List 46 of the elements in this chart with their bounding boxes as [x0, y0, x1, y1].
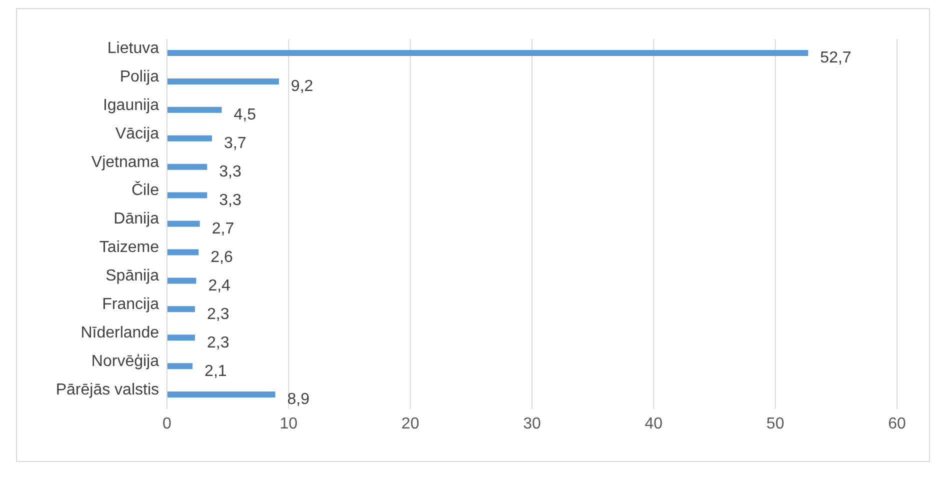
bar [167, 106, 222, 113]
data-label: 3,3 [219, 164, 242, 181]
data-label: 52,7 [820, 50, 852, 67]
y-tick-label: Spānija [106, 268, 160, 285]
x-tick-label: 0 [162, 415, 172, 432]
bar [167, 363, 193, 370]
bar [167, 164, 208, 170]
bar [167, 220, 200, 227]
bar [167, 334, 195, 341]
bar [167, 306, 195, 312]
x-tick-label: 40 [644, 415, 663, 432]
y-tick-label: Nīderlande [80, 324, 160, 342]
y-tick-label: Vjetnama [91, 154, 160, 171]
data-label: 2,4 [208, 277, 231, 294]
y-tick-label: Polija [120, 68, 160, 86]
y-tick-label: Vācija [115, 125, 160, 142]
bar [167, 78, 279, 84]
bar [167, 135, 212, 142]
bar [167, 278, 196, 284]
bar [167, 249, 199, 256]
data-label: 9,2 [290, 78, 314, 96]
y-tick-label: Norvēģija [91, 352, 160, 370]
y-tick-label: Pārējās valstis [56, 381, 159, 398]
y-tick-label: Dānija [114, 210, 160, 228]
data-label: 8,9 [287, 391, 310, 408]
data-label: 2,7 [212, 220, 234, 238]
data-label: 3,3 [219, 192, 242, 209]
x-tick-label: 20 [401, 415, 420, 432]
y-tick-label: Čile [131, 181, 160, 200]
x-tick-label: 10 [280, 415, 298, 432]
bar [167, 392, 276, 398]
y-tick-label: Igaunija [102, 96, 160, 114]
y-tick-label: Francija [102, 296, 160, 314]
data-label: 2,3 [206, 334, 230, 352]
x-tick-label: 60 [888, 415, 906, 432]
x-tick-label: 50 [766, 415, 784, 432]
x-tick-label: 30 [523, 415, 541, 432]
data-label: 4,5 [234, 106, 256, 124]
data-label: 2,6 [210, 248, 233, 266]
bar [167, 192, 208, 198]
bar [167, 50, 808, 56]
data-label: 3,7 [224, 135, 246, 152]
data-label: 2,1 [204, 362, 227, 380]
y-tick-label: Taizeme [99, 239, 160, 256]
y-tick-label: Lietuva [107, 40, 160, 57]
data-label: 2,3 [206, 306, 230, 323]
